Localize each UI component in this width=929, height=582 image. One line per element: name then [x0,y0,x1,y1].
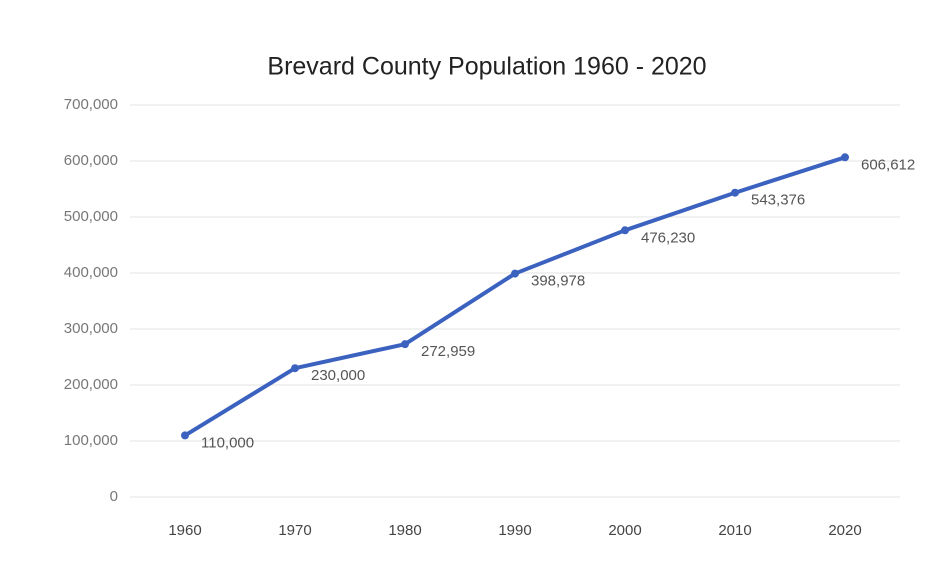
data-point [511,269,519,278]
data-label: 606,612 [861,156,915,173]
data-label: 398,978 [531,273,585,290]
y-tick-label: 700,000 [64,96,118,113]
x-tick-label: 2010 [718,522,751,539]
data-point [841,153,849,162]
x-tick-label: 1960 [168,522,201,539]
data-point [401,340,409,349]
data-point [621,226,629,235]
x-tick-label: 2000 [608,522,641,539]
y-tick-label: 400,000 [64,264,118,281]
x-tick-label: 1970 [278,522,311,539]
data-line [183,155,847,438]
y-tick-label: 500,000 [64,208,118,225]
x-tick-label: 1980 [388,522,421,539]
data-label: 272,959 [421,343,475,360]
y-tick-label: 200,000 [64,376,118,393]
chart-title: Brevard County Population 1960 - 2020 [267,53,706,81]
data-label: 476,230 [641,229,695,246]
y-tick-label: 600,000 [64,152,118,169]
data-label: 543,376 [751,192,805,209]
data-point [731,188,739,197]
data-label: 110,000 [201,434,254,451]
data-point [291,364,299,373]
data-label: 230,000 [311,367,365,384]
y-tick-label: 0 [110,488,118,505]
x-tick-label: 1990 [498,522,531,539]
data-point [181,431,189,440]
x-tick-label: 2020 [828,522,861,539]
y-tick-label: 100,000 [64,432,118,449]
y-tick-label: 300,000 [64,320,118,337]
